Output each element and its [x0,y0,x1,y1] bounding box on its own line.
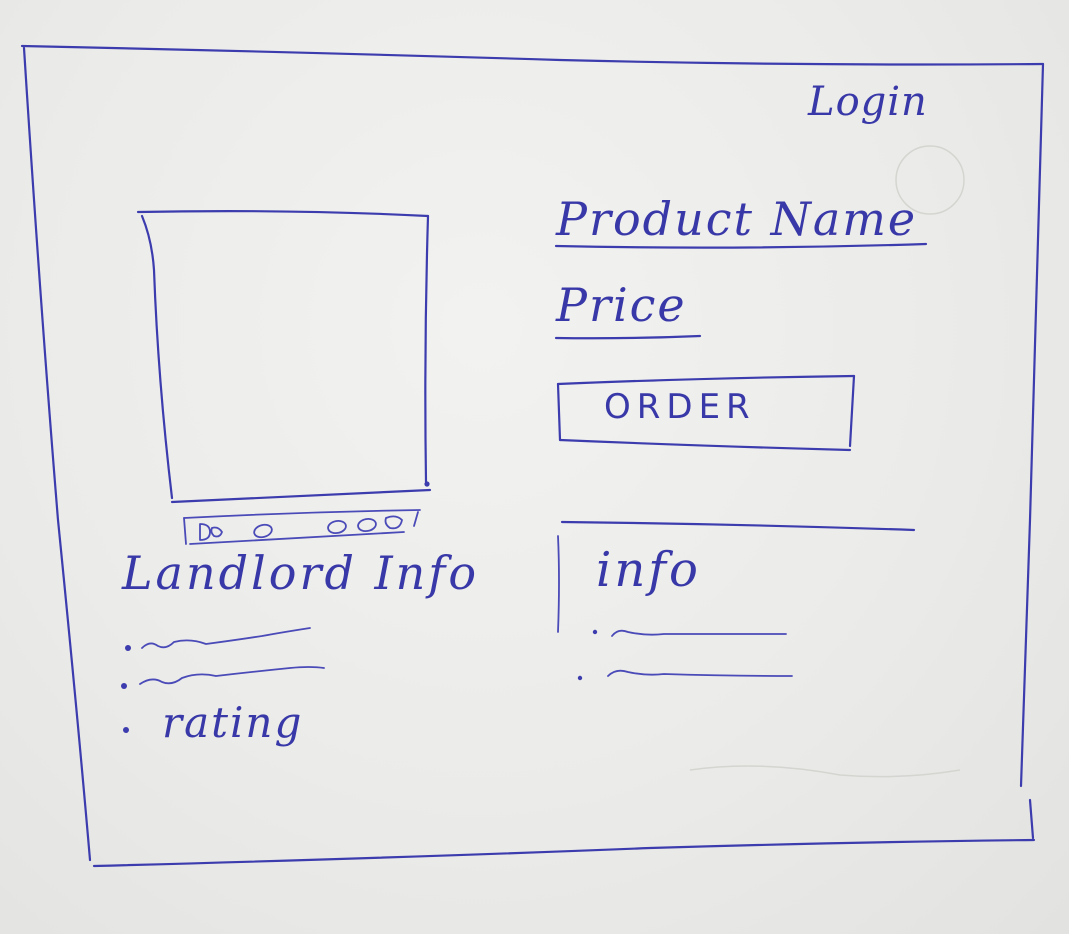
thumbnail-4[interactable] [354,514,380,536]
order-button[interactable] [560,378,850,446]
frame-bottom-edge [92,838,1036,868]
frame-right-tail [1028,798,1035,840]
info-placeholder-line-2 [607,669,793,677]
info-divider-left [557,535,560,633]
product-name: Product Name [556,192,918,246]
order-button-top [556,374,856,386]
thumbnail-2[interactable] [250,520,276,542]
thumbnail-1[interactable] [196,520,230,544]
order-button-bottom [558,438,852,452]
frame-top-edge [20,44,1045,66]
image-box-bottom [170,488,432,504]
product-name-underline [554,242,928,249]
image-box-left [140,214,174,500]
thumbnail-strip-bottom [189,531,405,545]
image-box-corner-dot [424,481,430,487]
product-image-placeholder[interactable] [142,212,428,502]
order-button-right [848,374,856,448]
ghost-circle [895,145,965,215]
landlord-info-heading: Landlord Info [122,546,480,600]
landlord-rating-label: rating [162,698,304,747]
info-divider-top [560,520,916,532]
frame-right-edge [1019,62,1045,788]
thumbnail-strip-top [183,509,421,519]
frame-left-edge [22,46,92,862]
price-underline [554,334,702,340]
info-heading: info [596,542,701,598]
thumbnail-5[interactable] [380,512,408,534]
thumbnail-strip-right [413,511,419,527]
landlord-placeholder-line-1 [141,627,311,649]
landlord-placeholder-line-2 [139,666,325,685]
landlord-bullet-3 [123,727,129,733]
thumbnail-3[interactable] [324,516,350,538]
image-box-top [136,210,430,218]
login-link[interactable]: Login [808,79,928,125]
info-placeholder-line-1 [611,629,787,637]
info-bullet-1 [592,629,598,635]
info-bullet-2 [577,675,583,681]
ghost-scribble [689,765,961,778]
landlord-bullet-1 [125,645,131,651]
landlord-bullet-2 [121,683,127,689]
image-box-right [424,214,430,484]
order-button-left [556,382,562,442]
product-price: Price [556,278,687,332]
thumbnail-strip-left [183,517,187,545]
